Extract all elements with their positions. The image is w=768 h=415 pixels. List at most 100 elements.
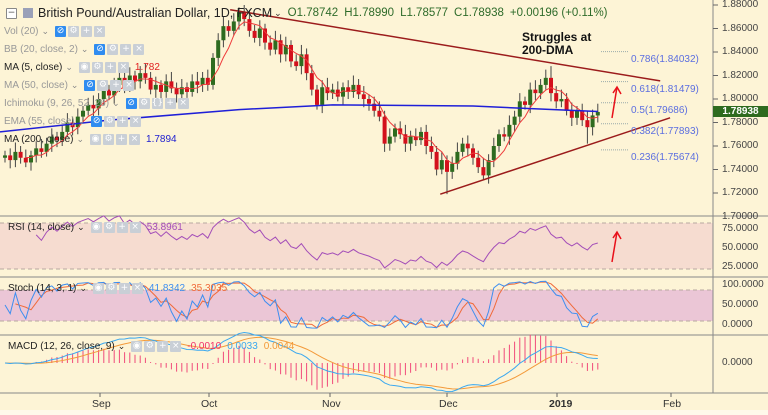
macd-label[interactable]: MACD (12, 26, close, 9)	[8, 341, 115, 352]
close-icon[interactable]: ×	[130, 115, 142, 127]
plus-icon[interactable]: +	[104, 61, 116, 73]
eye-icon[interactable]: ⊘	[125, 97, 137, 109]
candle-down	[465, 143, 470, 149]
candle-up	[211, 57, 215, 85]
chevron-down-icon[interactable]: ⌄	[41, 25, 50, 36]
eye-icon[interactable]: ◉	[131, 341, 143, 352]
candle-down	[278, 40, 283, 55]
chevron-down-icon[interactable]: ⌄	[77, 115, 86, 126]
gear-icon[interactable]: ⚙	[107, 43, 119, 55]
candle-up	[320, 87, 325, 105]
collapse-icon[interactable]: −	[6, 7, 17, 19]
plus-icon[interactable]: +	[157, 341, 169, 352]
chevron-down-icon[interactable]: ⌄	[70, 79, 79, 90]
close-icon[interactable]: ×	[177, 97, 189, 109]
indicator-label[interactable]: Vol (20)	[4, 25, 39, 37]
candle-down	[205, 77, 210, 85]
eye-icon[interactable]: ⊘	[91, 115, 103, 127]
close-icon[interactable]: ×	[170, 341, 182, 352]
eye-icon[interactable]: ⊘	[94, 43, 106, 55]
close-icon[interactable]: ×	[123, 79, 135, 91]
macd-legend: MACD (12, 26, close, 9) ⌄ ◉ ⚙ + × -0.0010 0.…	[8, 341, 294, 352]
candle-up	[408, 136, 413, 144]
chevron-down-icon[interactable]: ⌄	[117, 341, 126, 351]
chevron-down-icon[interactable]: ⌄	[79, 283, 87, 293]
time-tick-label: 2019	[549, 398, 573, 410]
eye-icon[interactable]: ◉	[90, 222, 102, 233]
gear-icon[interactable]: ⚙	[68, 25, 80, 37]
candle-down	[502, 134, 507, 137]
gear-icon[interactable]: ⚙	[97, 79, 109, 91]
fib-level-label: 0.786(1.84032)	[631, 53, 699, 65]
candle-up	[179, 87, 184, 95]
close-icon[interactable]: ×	[129, 222, 141, 233]
candle-up	[34, 148, 39, 156]
stoch-label[interactable]: Stoch (14, 3, 1)	[8, 283, 77, 294]
plus-icon[interactable]: +	[116, 222, 128, 233]
rsi-label[interactable]: RSI (14, close)	[8, 222, 75, 233]
close-icon[interactable]: ×	[117, 61, 129, 73]
indicator-row: MA (200, close) ⌄ ◉ ⚙ + × 1.7894	[4, 130, 608, 148]
plus-icon[interactable]: +	[120, 43, 132, 55]
plus-icon[interactable]: +	[118, 283, 130, 294]
gear-icon[interactable]: ⚙	[103, 133, 115, 145]
ma5-line	[25, 21, 598, 164]
eye-icon[interactable]: ⊘	[55, 25, 67, 37]
chevron-down-icon[interactable]: ⌄	[77, 222, 85, 232]
close-icon[interactable]: ×	[131, 283, 143, 294]
candle-up	[595, 111, 600, 116]
eye-icon[interactable]: ◉	[90, 133, 102, 145]
plus-icon[interactable]: +	[110, 79, 122, 91]
price-tick-label: 1.70000	[722, 210, 759, 222]
gear-icon[interactable]: ⚙	[91, 61, 103, 73]
candle-down	[289, 44, 293, 62]
indicator-label[interactable]: Ichimoku (9, 26, 52, 26)	[4, 97, 110, 109]
indicator-label[interactable]: MA (5, close)	[4, 61, 63, 73]
candle-down	[268, 42, 273, 50]
candle-down	[309, 73, 314, 90]
indicator-label[interactable]: EMA (55, close)	[4, 115, 75, 127]
indicator-label[interactable]: BB (20, close, 2)	[4, 43, 78, 55]
up-arrow-icon	[611, 86, 618, 119]
plus-icon[interactable]: +	[81, 25, 93, 37]
candle-up	[393, 128, 397, 137]
price-tick-label: 1.80000	[722, 93, 759, 104]
braces-icon[interactable]: {}	[151, 97, 164, 109]
up-arrow-icon-head	[612, 230, 622, 240]
eye-icon[interactable]: ⊘	[84, 79, 96, 91]
price-tick-label: 1.74000	[722, 163, 759, 175]
plus-icon[interactable]: +	[116, 133, 128, 145]
chevron-down-icon[interactable]: ⌄	[80, 43, 89, 54]
candle-down	[372, 103, 377, 111]
eye-icon[interactable]: ◉	[78, 61, 90, 73]
candle-down	[481, 167, 486, 176]
candle-up	[283, 44, 288, 55]
gear-icon[interactable]: ⚙	[105, 283, 117, 294]
indicator-label[interactable]: MA (200, close)	[4, 133, 74, 145]
rsi-tick-label: 25.0000	[722, 261, 759, 272]
chevron-down-icon[interactable]: ⌄	[76, 133, 85, 144]
close-icon[interactable]: ×	[133, 43, 145, 55]
gear-icon[interactable]: ⚙	[104, 115, 116, 127]
candle-down	[195, 81, 200, 85]
symbol-title[interactable]: British Pound/Australian Dollar, 1D, FXC…	[38, 6, 273, 20]
eye-icon[interactable]: ◉	[92, 283, 104, 294]
candle-up	[439, 160, 444, 170]
candle-down	[403, 134, 408, 144]
gear-icon[interactable]: ⚙	[138, 97, 150, 109]
chevron-down-icon[interactable]: ⌄	[65, 61, 73, 72]
gear-icon[interactable]: ⚙	[103, 222, 115, 233]
chevron-down-icon[interactable]: ⌄	[112, 97, 120, 108]
candle-down	[377, 110, 382, 117]
candle-down	[185, 87, 189, 92]
candle-up	[387, 136, 392, 144]
candle-down	[18, 151, 23, 158]
indicator-label[interactable]: MA (50, close)	[4, 79, 68, 91]
chevron-down-icon[interactable]: ⌄	[274, 7, 282, 18]
gear-icon[interactable]: ⚙	[144, 341, 156, 352]
close-icon[interactable]: ×	[129, 133, 141, 145]
plus-icon[interactable]: +	[117, 115, 129, 127]
plus-icon[interactable]: +	[164, 97, 176, 109]
close-icon[interactable]: ×	[94, 25, 106, 37]
